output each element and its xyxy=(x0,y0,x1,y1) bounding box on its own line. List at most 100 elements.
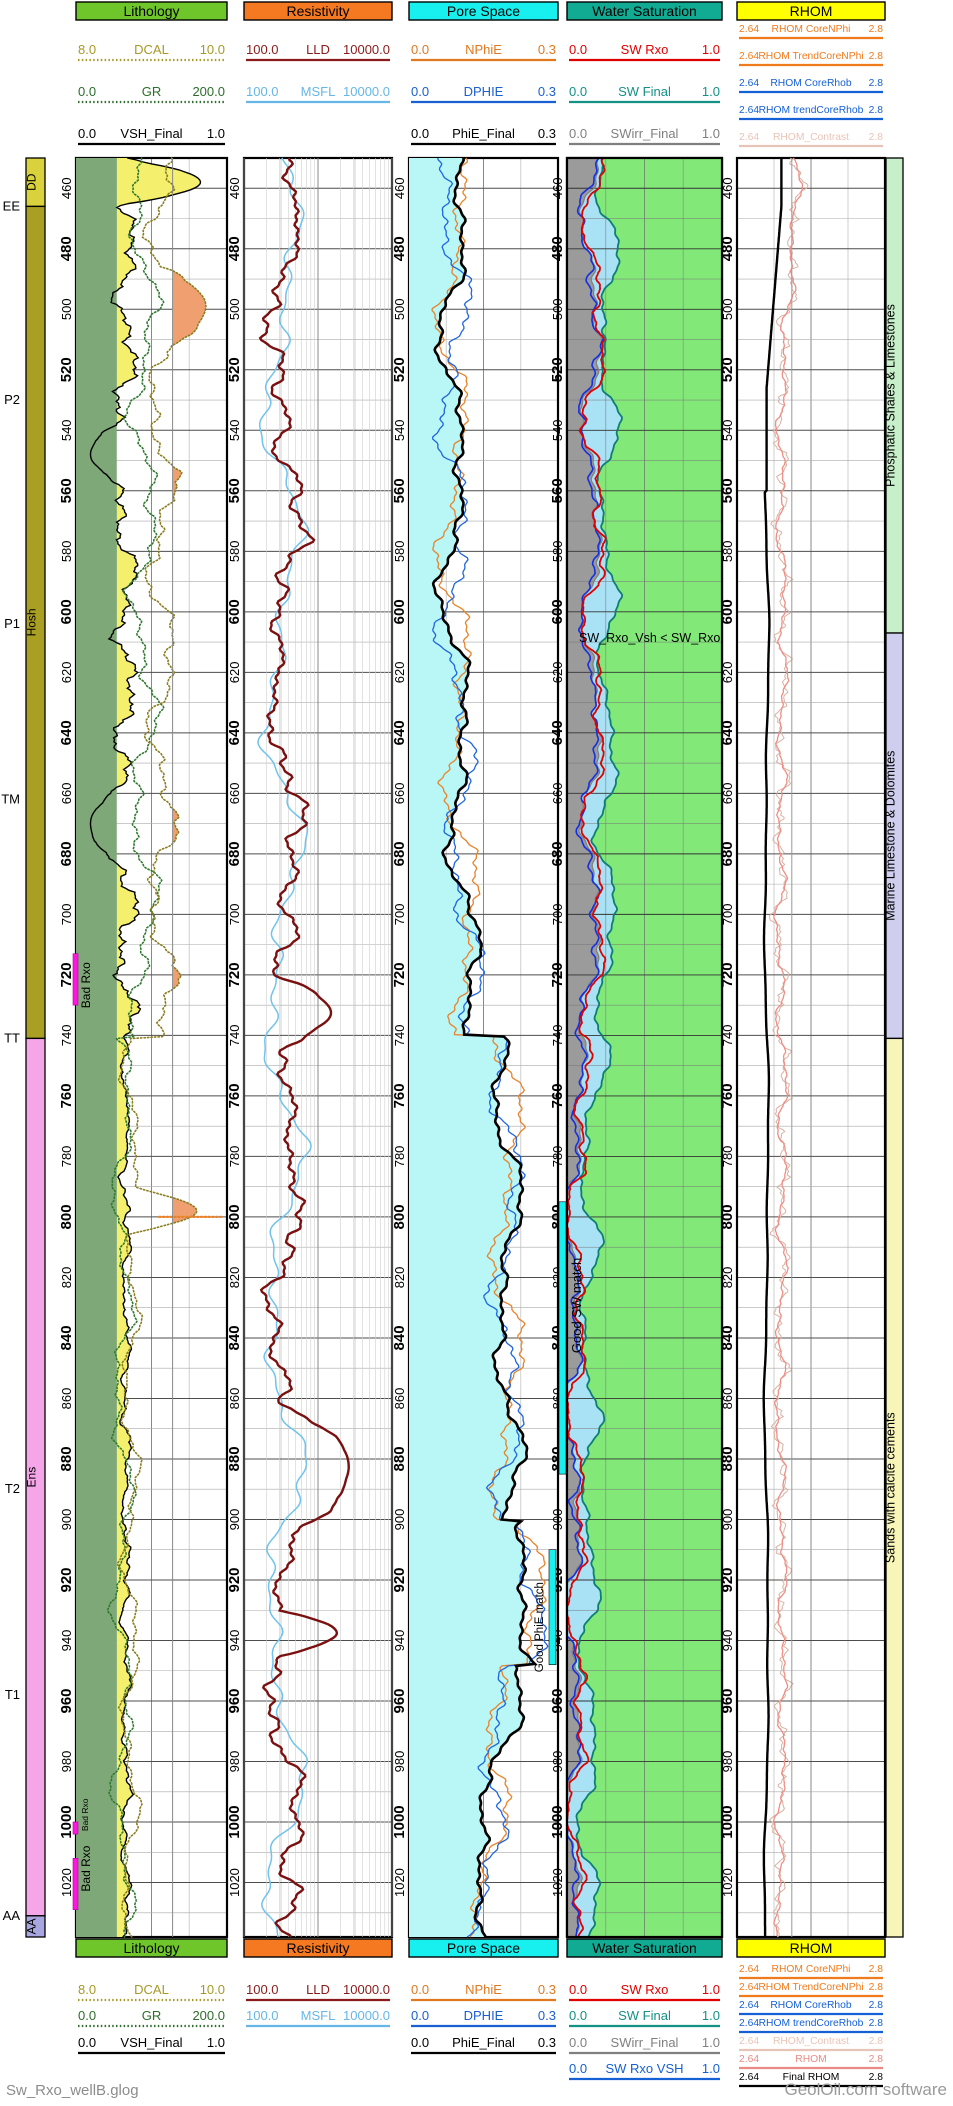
svg-text:1.0: 1.0 xyxy=(702,2008,720,2023)
svg-text:10.0: 10.0 xyxy=(200,1982,225,1997)
svg-text:10000.0: 10000.0 xyxy=(343,2008,390,2023)
svg-text:2.64: 2.64 xyxy=(739,1964,759,1975)
svg-text:Water Saturation: Water Saturation xyxy=(592,1940,697,1956)
svg-text:Good PhiE match: Good PhiE match xyxy=(534,1582,546,1672)
svg-text:100.0: 100.0 xyxy=(246,1982,279,1997)
svg-text:P2: P2 xyxy=(4,392,20,407)
svg-text:840: 840 xyxy=(391,1325,408,1350)
svg-text:760: 760 xyxy=(226,1083,243,1108)
svg-text:500: 500 xyxy=(59,298,74,320)
svg-text:100.0: 100.0 xyxy=(246,2008,279,2023)
svg-text:920: 920 xyxy=(226,1567,243,1592)
svg-text:10000.0: 10000.0 xyxy=(343,84,390,99)
svg-text:P1: P1 xyxy=(4,616,20,631)
svg-text:580: 580 xyxy=(392,540,407,562)
svg-text:620: 620 xyxy=(59,661,74,683)
svg-text:560: 560 xyxy=(391,478,408,503)
svg-text:0.0: 0.0 xyxy=(411,2008,429,2023)
svg-text:0.0: 0.0 xyxy=(569,42,587,57)
svg-text:980: 980 xyxy=(227,1751,242,1773)
svg-text:700: 700 xyxy=(59,904,74,926)
svg-text:600: 600 xyxy=(226,599,243,624)
svg-text:DPHIE: DPHIE xyxy=(464,84,504,99)
svg-text:Pore Space: Pore Space xyxy=(447,1940,520,1956)
svg-text:0.0: 0.0 xyxy=(411,1982,429,1997)
svg-text:960: 960 xyxy=(226,1688,243,1713)
svg-text:520: 520 xyxy=(226,357,243,382)
svg-text:Sw_Rxo_wellB.glog: Sw_Rxo_wellB.glog xyxy=(6,2082,139,2099)
svg-text:920: 920 xyxy=(58,1567,75,1592)
svg-text:1.0: 1.0 xyxy=(702,42,720,57)
svg-text:RHOM trendCoreRhob: RHOM trendCoreRhob xyxy=(759,105,864,116)
svg-text:RHOM TrendCoreNPhi: RHOM TrendCoreNPhi xyxy=(758,1982,863,1993)
svg-text:1.0: 1.0 xyxy=(702,84,720,99)
svg-text:200.0: 200.0 xyxy=(192,84,225,99)
svg-text:800: 800 xyxy=(226,1204,243,1229)
svg-text:800: 800 xyxy=(58,1204,75,1229)
svg-text:460: 460 xyxy=(227,177,242,199)
svg-text:GR: GR xyxy=(142,84,162,99)
svg-text:900: 900 xyxy=(392,1509,407,1531)
svg-text:RHOM trendCoreRhob: RHOM trendCoreRhob xyxy=(759,2018,864,2029)
svg-text:700: 700 xyxy=(392,904,407,926)
svg-text:SW Rxo: SW Rxo xyxy=(621,1982,669,1997)
svg-text:0.0: 0.0 xyxy=(411,84,429,99)
svg-text:620: 620 xyxy=(227,661,242,683)
svg-text:680: 680 xyxy=(226,841,243,866)
svg-text:NPhiE: NPhiE xyxy=(465,1982,502,1997)
svg-text:EE: EE xyxy=(3,198,21,213)
svg-text:8.0: 8.0 xyxy=(78,1982,96,1997)
svg-text:980: 980 xyxy=(392,1751,407,1773)
svg-text:820: 820 xyxy=(227,1267,242,1289)
svg-text:700: 700 xyxy=(227,904,242,926)
svg-text:0.0: 0.0 xyxy=(411,42,429,57)
svg-text:Good SW match: Good SW match xyxy=(569,1258,584,1353)
svg-text:880: 880 xyxy=(226,1446,243,1471)
svg-text:1.0: 1.0 xyxy=(207,2035,225,2050)
svg-text:660: 660 xyxy=(227,783,242,805)
svg-text:2.64: 2.64 xyxy=(739,105,759,116)
svg-text:480: 480 xyxy=(58,236,75,261)
svg-text:2.8: 2.8 xyxy=(869,24,884,35)
svg-text:RHOM CoreRhob: RHOM CoreRhob xyxy=(770,2000,852,2011)
svg-text:820: 820 xyxy=(392,1267,407,1289)
svg-text:760: 760 xyxy=(58,1083,75,1108)
svg-text:0.0: 0.0 xyxy=(569,84,587,99)
svg-text:1.0: 1.0 xyxy=(702,2061,720,2076)
svg-text:720: 720 xyxy=(226,962,243,987)
svg-text:Water Saturation: Water Saturation xyxy=(592,3,697,19)
svg-text:RHOM_Contrast: RHOM_Contrast xyxy=(773,2036,849,2047)
svg-text:MSFL: MSFL xyxy=(301,84,336,99)
svg-text:600: 600 xyxy=(58,599,75,624)
svg-text:TT: TT xyxy=(4,1030,20,1045)
svg-text:540: 540 xyxy=(392,419,407,441)
svg-text:2.64: 2.64 xyxy=(739,2036,759,2047)
svg-text:2.8: 2.8 xyxy=(869,1964,884,1975)
svg-text:SWirr_Final: SWirr_Final xyxy=(611,126,679,141)
svg-text:600: 600 xyxy=(391,599,408,624)
svg-text:520: 520 xyxy=(391,357,408,382)
svg-text:780: 780 xyxy=(227,1146,242,1168)
svg-text:PhiE_Final: PhiE_Final xyxy=(452,2035,515,2050)
svg-text:Bad Rxo: Bad Rxo xyxy=(79,962,93,1008)
svg-text:500: 500 xyxy=(392,298,407,320)
svg-text:640: 640 xyxy=(226,720,243,745)
svg-text:1020: 1020 xyxy=(227,1868,242,1897)
svg-text:880: 880 xyxy=(391,1446,408,1471)
svg-text:880: 880 xyxy=(58,1446,75,1471)
svg-text:1020: 1020 xyxy=(392,1868,407,1897)
svg-text:DPHIE: DPHIE xyxy=(464,2008,504,2023)
svg-text:500: 500 xyxy=(227,298,242,320)
svg-text:480: 480 xyxy=(226,236,243,261)
svg-text:680: 680 xyxy=(58,841,75,866)
svg-text:1.0: 1.0 xyxy=(702,126,720,141)
svg-text:100.0: 100.0 xyxy=(246,84,279,99)
svg-text:900: 900 xyxy=(59,1509,74,1531)
svg-text:2.8: 2.8 xyxy=(869,2036,884,2047)
svg-text:720: 720 xyxy=(391,962,408,987)
svg-text:SW Rxo: SW Rxo xyxy=(621,42,669,57)
svg-text:1.0: 1.0 xyxy=(702,1982,720,1997)
svg-text:640: 640 xyxy=(391,720,408,745)
svg-text:GeolOil.com software: GeolOil.com software xyxy=(785,2080,948,2099)
svg-text:Pore Space: Pore Space xyxy=(447,3,520,19)
